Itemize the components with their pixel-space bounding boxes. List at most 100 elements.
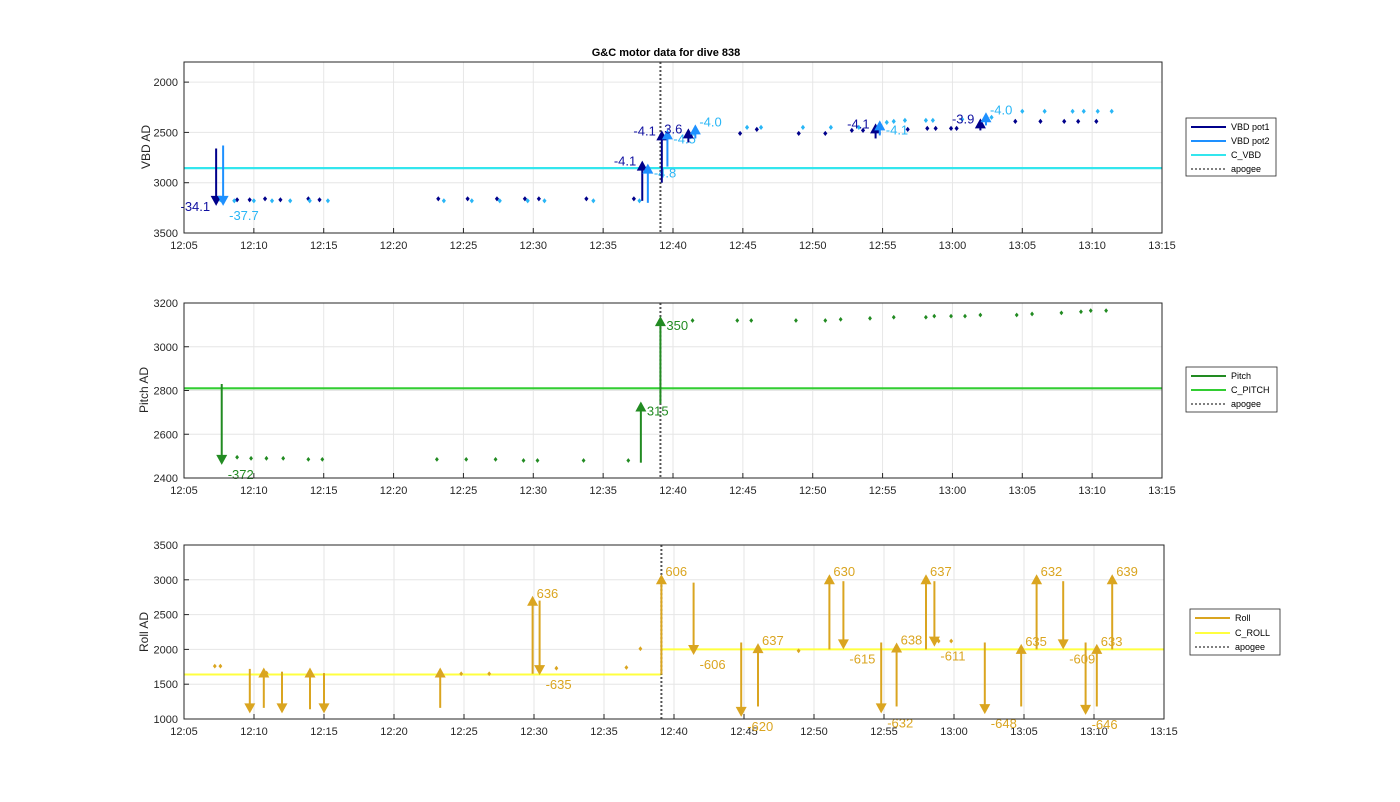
- vbd-move-arrow-head: [210, 195, 222, 206]
- vbd-move-label: -3.9: [952, 111, 974, 126]
- pitch-xtick-label: 12:20: [380, 485, 408, 497]
- roll-move-arrow-head: [527, 595, 539, 606]
- vbd-xtick-label: 12:55: [869, 240, 897, 252]
- roll-point: [949, 638, 954, 644]
- pitch-xtick-label: 12:55: [869, 485, 897, 497]
- roll-panel: 12:05 12:10 12:15 12:20 12:25 12:30 12:35 12:40…: [137, 540, 1281, 738]
- vbd-pot1-point: [823, 130, 828, 137]
- vbd-pot2-point: [1081, 108, 1086, 114]
- roll-move-label: -646: [1092, 717, 1118, 732]
- vbd-pot1-point: [796, 130, 801, 137]
- vbd-pot1-point: [1013, 118, 1018, 124]
- roll-move-label: 638: [901, 632, 923, 647]
- roll-move-label: 606: [665, 564, 687, 579]
- vbd-frame: [183, 61, 1163, 234]
- roll-move-arrow-head: [823, 574, 835, 585]
- pitch-ytick-label: 3000: [154, 342, 178, 354]
- vbd-move-arrow-head: [636, 160, 648, 171]
- vbd-pot2-point: [758, 124, 764, 130]
- vbd-move-arrow-head: [874, 120, 886, 131]
- roll-point: [487, 671, 492, 677]
- vbd-pot2-point: [469, 198, 474, 204]
- pitch-point: [1079, 309, 1083, 315]
- vbd-move-label: -4.0: [699, 114, 721, 129]
- vbd-xtick-label: 12:10: [240, 240, 268, 252]
- roll-legend-roll: Roll: [1235, 613, 1251, 623]
- pitch-xtick-label: 12:05: [170, 485, 198, 497]
- vbd-move-label: -4.0: [990, 102, 1012, 117]
- vbd-move-label: -4.1: [614, 154, 636, 169]
- pitch-panel: 12:05 12:10 12:15 12:20 12:25 12:30 12:35 12:40…: [137, 298, 1278, 497]
- pitch-xtick-label: 12:10: [240, 485, 268, 497]
- roll-move-label: 637: [762, 633, 784, 648]
- roll-point: [554, 665, 559, 671]
- vbd-pot1-point: [536, 196, 541, 202]
- vbd-pot2-point: [923, 117, 928, 123]
- vbd-legend: VBD pot1 VBD pot2 C_VBD apogee: [1185, 117, 1277, 177]
- roll-move-arrow-head: [1091, 643, 1103, 654]
- pitch-point: [464, 457, 469, 462]
- pitch-legend-cpitch: C_PITCH: [1231, 385, 1270, 395]
- roll-legend-apogee: apogee: [1235, 642, 1265, 652]
- pitch-legend: Pitch C_PITCH apogee: [1185, 366, 1278, 413]
- roll-legend-croll: C_ROLL: [1235, 628, 1270, 638]
- pitch-move-label: 350: [666, 318, 688, 333]
- chart-title: G&C motor data for dive 838: [592, 47, 741, 59]
- roll-ylabel: Roll AD: [137, 612, 151, 652]
- vbd-ytick-label: 3500: [154, 228, 178, 240]
- pitch-point: [1088, 308, 1093, 314]
- pitch-xtick-label: 12:30: [520, 485, 548, 497]
- pitch-point: [932, 313, 937, 319]
- vbd-move-label: 3.6: [664, 121, 682, 136]
- pitch-point: [690, 318, 695, 323]
- pitch-point: [249, 455, 253, 461]
- roll-xtick-label: 12:35: [590, 726, 618, 738]
- pitch-xtick-label: 12:35: [589, 485, 617, 497]
- roll-xtick-label: 13:05: [1010, 726, 1038, 738]
- pitch-xtick-label: 12:15: [310, 485, 338, 497]
- vbd-pot1-point: [1038, 118, 1043, 124]
- vbd-pot1-point: [494, 196, 500, 202]
- roll-move-arrow-head: [920, 574, 932, 585]
- vbd-pot2-point: [930, 117, 935, 123]
- vbd-pot2-point: [744, 124, 750, 130]
- vbd-pot1-point: [933, 125, 938, 131]
- roll-xtick-label: 13:10: [1080, 726, 1108, 738]
- roll-move-label: -635: [546, 677, 572, 692]
- vbd-xtick-label: 12:50: [799, 240, 827, 252]
- roll-move-arrow-head: [244, 703, 256, 714]
- vbd-pot2-point: [307, 198, 312, 204]
- vbd-move-label: -4.1: [847, 116, 869, 131]
- pitch-point: [493, 457, 498, 462]
- vbd-pot1-point: [737, 130, 743, 137]
- vbd-xtick-label: 12:45: [729, 240, 757, 252]
- roll-point: [796, 648, 801, 654]
- vbd-pot2-point: [989, 114, 994, 120]
- roll-move-label: -620: [747, 719, 773, 734]
- vbd-legend-apogee: apogee: [1231, 164, 1261, 174]
- pitch-ytick-label: 3200: [154, 298, 178, 310]
- vbd-pot1-point: [262, 196, 268, 202]
- pitch-point: [281, 455, 286, 461]
- roll-ytick-label: 2000: [154, 644, 178, 656]
- vbd-pot2-point: [591, 198, 596, 204]
- roll-ytick-label: 3000: [154, 575, 178, 587]
- vbd-move-arrow-head: [661, 129, 673, 140]
- pitch-point: [978, 312, 983, 318]
- vbd-pot2-point: [637, 198, 642, 204]
- vbd-pot1-point: [1094, 118, 1099, 124]
- roll-move-arrow-head: [258, 667, 270, 678]
- roll-xtick-label: 12:45: [730, 726, 758, 738]
- vbd-move-label: -37.7: [229, 208, 259, 223]
- roll-move-arrow-head: [837, 639, 849, 650]
- vbd-pot2-point: [251, 198, 256, 204]
- roll-move-label: 632: [1041, 564, 1063, 579]
- vbd-legend-pot1: VBD pot1: [1231, 122, 1270, 132]
- vbd-pot1-point: [522, 196, 527, 202]
- pitch-move-arrow-head: [635, 401, 647, 412]
- roll-move-label: 639: [1116, 564, 1138, 579]
- pitch-point: [963, 313, 967, 319]
- vbd-pot2-point: [325, 198, 330, 204]
- roll-xtick-label: 12:40: [660, 726, 688, 738]
- roll-xtick-label: 12:30: [520, 726, 548, 738]
